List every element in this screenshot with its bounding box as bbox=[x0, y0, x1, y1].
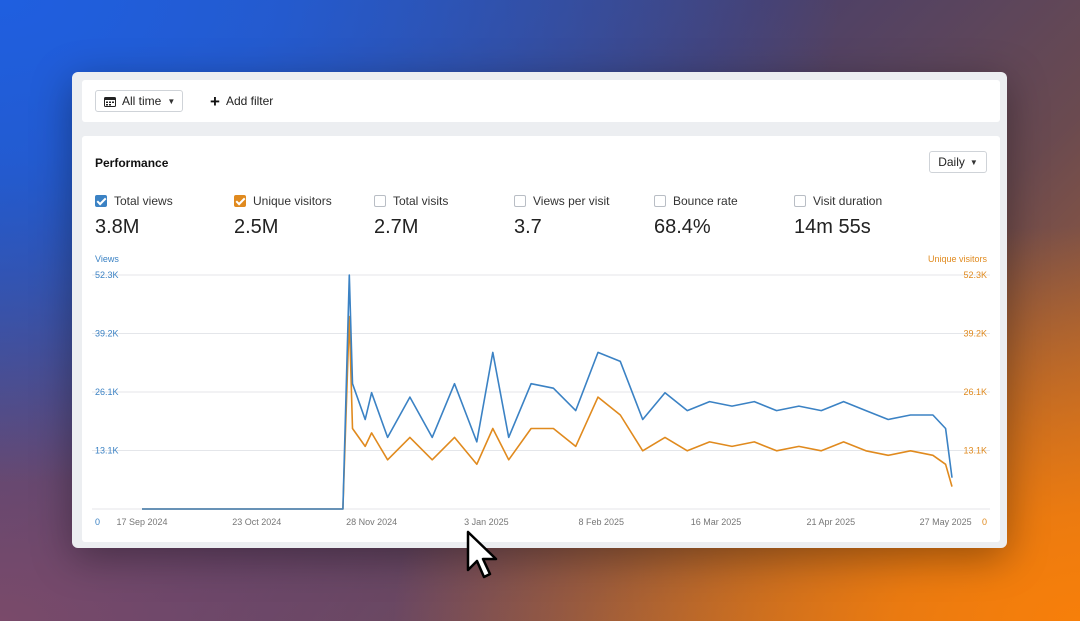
metric-bounce-rate[interactable]: Bounce rate 68.4% bbox=[654, 194, 738, 239]
x-tick-label: 27 May 2025 bbox=[920, 517, 972, 527]
y-tick-right: 39.2K bbox=[963, 329, 987, 339]
metric-label: Bounce rate bbox=[673, 194, 738, 208]
metric-value: 68.4% bbox=[654, 216, 711, 238]
unique-visitors-checkbox[interactable] bbox=[234, 195, 246, 207]
y-tick-right-zero: 0 bbox=[982, 517, 987, 527]
unique-visitors-line bbox=[142, 315, 953, 510]
metric-value: 3.8M bbox=[95, 216, 140, 238]
metric-label: Views per visit bbox=[533, 194, 610, 208]
mouse-pointer-icon bbox=[466, 530, 502, 585]
x-tick-label: 21 Apr 2025 bbox=[807, 517, 856, 527]
left-axis-title: Views bbox=[95, 254, 119, 264]
y-tick-left: 13.1K bbox=[95, 446, 119, 456]
metric-value: 2.7M bbox=[374, 216, 419, 238]
y-tick-left: 26.1K bbox=[95, 387, 119, 397]
performance-chart[interactable]: 13.1K 13.1K 26.1K 26.1K 39.2K 39.2K 52.3K 52.3K… bbox=[82, 266, 1000, 536]
visit-duration-checkbox[interactable] bbox=[794, 195, 806, 207]
views-per-visit-checkbox[interactable] bbox=[514, 195, 526, 207]
x-tick-label: 3 Jan 2025 bbox=[464, 517, 509, 527]
calendar-icon bbox=[104, 96, 116, 107]
y-tick-right: 13.1K bbox=[963, 446, 987, 456]
metric-total-views[interactable]: Total views 3.8M bbox=[95, 194, 173, 239]
interval-select[interactable]: Daily ▼ bbox=[929, 151, 987, 173]
metric-label: Visit duration bbox=[813, 194, 883, 208]
right-axis-title: Unique visitors bbox=[927, 254, 987, 264]
y-tick-left-zero: 0 bbox=[95, 517, 100, 527]
bounce-rate-checkbox[interactable] bbox=[654, 195, 666, 207]
metric-value: 2.5M bbox=[234, 216, 279, 238]
x-tick-label: 16 Mar 2025 bbox=[691, 517, 742, 527]
total-visits-checkbox[interactable] bbox=[374, 195, 386, 207]
metric-label: Unique visitors bbox=[253, 194, 332, 208]
analytics-window: All time ▼ + Add filter Performance Dail… bbox=[72, 72, 1007, 548]
add-filter-button[interactable]: + Add filter bbox=[210, 91, 273, 111]
filter-toolbar: All time ▼ + Add filter bbox=[82, 80, 1000, 122]
x-tick-label: 17 Sep 2024 bbox=[116, 517, 167, 527]
y-tick-right: 26.1K bbox=[963, 387, 987, 397]
plus-icon: + bbox=[210, 91, 220, 111]
metric-label: Total visits bbox=[393, 194, 449, 208]
add-filter-label: Add filter bbox=[225, 94, 274, 108]
metric-value: 14m 55s bbox=[794, 216, 871, 238]
date-range-button[interactable]: All time ▼ bbox=[95, 90, 183, 112]
chevron-down-icon: ▼ bbox=[969, 157, 978, 167]
metric-unique-visitors[interactable]: Unique visitors 2.5M bbox=[234, 194, 332, 239]
metric-value: 3.7 bbox=[514, 216, 542, 238]
total-views-line bbox=[142, 274, 953, 510]
date-range-label: All time bbox=[122, 94, 162, 108]
chevron-down-icon: ▼ bbox=[167, 96, 176, 106]
panel-title: Performance bbox=[95, 156, 169, 170]
metric-views-per-visit[interactable]: Views per visit 3.7 bbox=[514, 194, 609, 239]
performance-panel: Performance Daily ▼ Total views 3.8M Uni… bbox=[82, 136, 1000, 542]
metric-visit-duration[interactable]: Visit duration 14m 55s bbox=[794, 194, 882, 239]
y-tick-left: 52.3K bbox=[95, 270, 119, 280]
x-tick-label: 28 Nov 2024 bbox=[346, 517, 397, 527]
metric-label: Total views bbox=[114, 194, 173, 208]
y-tick-left: 39.2K bbox=[95, 329, 119, 339]
x-tick-label: 8 Feb 2025 bbox=[578, 517, 624, 527]
metric-total-visits[interactable]: Total visits 2.7M bbox=[374, 194, 448, 239]
y-tick-right: 52.3K bbox=[963, 270, 987, 280]
total-views-checkbox[interactable] bbox=[95, 195, 107, 207]
x-tick-label: 23 Oct 2024 bbox=[232, 517, 281, 527]
interval-label: Daily bbox=[938, 155, 965, 169]
